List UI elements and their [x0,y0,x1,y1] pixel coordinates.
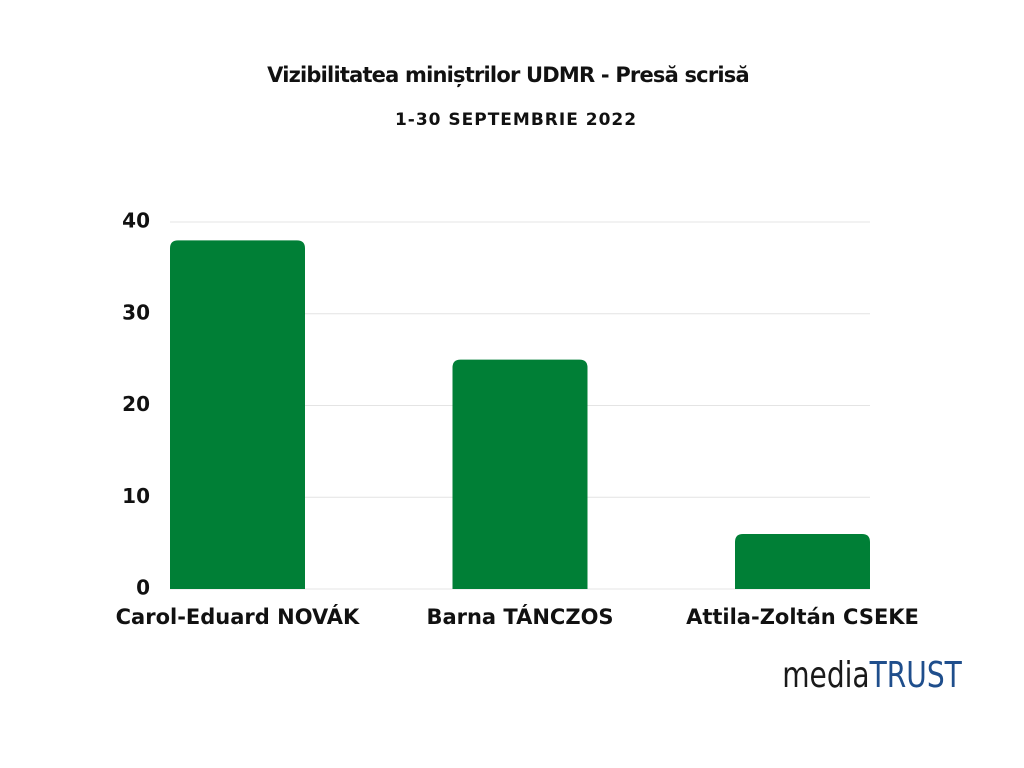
y-tick-label: 40 [122,209,150,233]
bar [452,359,588,589]
chart-title: Vizibilitatea miniștrilor UDMR - Presă s… [267,63,749,87]
logo-media: media [782,654,869,696]
bar [170,240,305,589]
y-tick-label: 30 [122,300,150,324]
x-tick-label: Carol-Eduard NOVÁK [116,604,360,629]
bar [735,533,870,589]
y-tick-label: 10 [122,484,150,508]
y-tick-label: 20 [122,392,150,416]
x-tick-label: Barna TÁNCZOS [426,604,613,629]
chart-subtitle: 1-30 SEPTEMBRIE 2022 [395,110,637,130]
y-tick-label: 0 [136,576,150,600]
logo-trust: TRUST [869,654,962,696]
logo: mediaTRUST [782,654,962,696]
x-tick-label: Attila-Zoltán CSEKE [686,605,919,629]
